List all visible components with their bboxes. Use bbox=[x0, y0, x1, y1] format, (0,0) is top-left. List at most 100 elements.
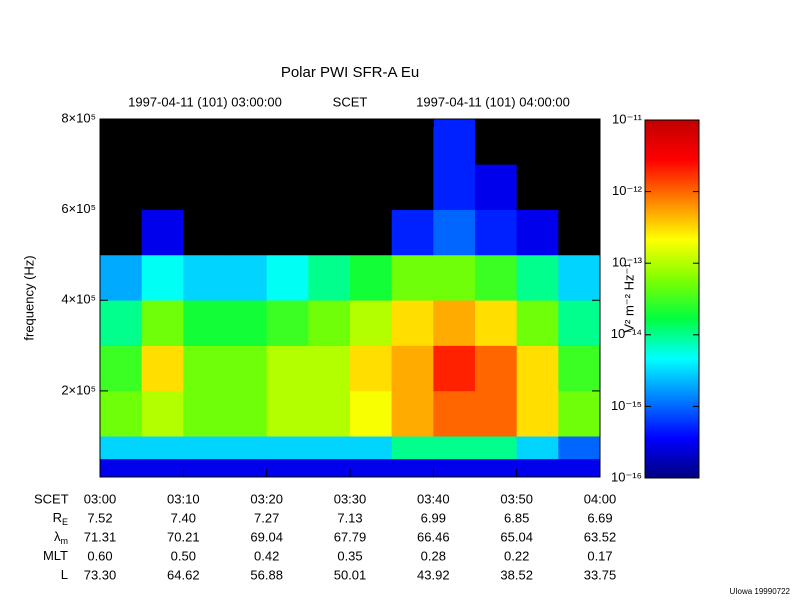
heatmap-cell bbox=[391, 390, 434, 437]
heatmap-cell bbox=[225, 254, 267, 301]
heatmap-cell bbox=[433, 164, 476, 210]
heatmap-cell bbox=[475, 119, 517, 165]
heatmap-cell bbox=[183, 119, 226, 165]
heatmap-cell bbox=[183, 345, 226, 392]
heatmap-cell bbox=[183, 209, 226, 256]
ephemeris-label: λm bbox=[54, 529, 68, 546]
heatmap-cell bbox=[308, 119, 351, 165]
ephemeris-value: 71.31 bbox=[84, 529, 117, 544]
heatmap-cell bbox=[266, 390, 309, 437]
heatmap-cell bbox=[475, 436, 517, 460]
heatmap-cell bbox=[516, 164, 559, 210]
heatmap-cell bbox=[183, 458, 226, 478]
ephemeris-value: 6.69 bbox=[587, 510, 612, 525]
ephemeris-value: 50.01 bbox=[334, 567, 367, 582]
heatmap-cell bbox=[516, 345, 559, 392]
heatmap-cell bbox=[225, 119, 267, 165]
x-tick-label: 03:20 bbox=[250, 491, 283, 506]
x-tick-label: 03:10 bbox=[167, 491, 200, 506]
heatmap-cell bbox=[308, 300, 351, 346]
heatmap-cell bbox=[350, 458, 392, 478]
ephemeris-name: R bbox=[53, 510, 62, 525]
ephemeris-value: 38.52 bbox=[500, 567, 533, 582]
ephemeris-value: 0.60 bbox=[87, 548, 112, 563]
heatmap-cell bbox=[225, 300, 267, 346]
heatmap-cell bbox=[141, 458, 184, 478]
y-tick-label: 2×10⁵ bbox=[61, 382, 96, 397]
heatmap-cell bbox=[225, 458, 267, 478]
heatmap-cell bbox=[391, 119, 434, 165]
ephemeris-name: λ bbox=[54, 529, 61, 544]
heatmap-cell bbox=[183, 164, 226, 210]
heatmap-cell bbox=[391, 164, 434, 210]
heatmap-cell bbox=[141, 345, 184, 392]
heatmap-cell bbox=[100, 164, 142, 210]
colorbar-tick-label: 10⁻¹² bbox=[612, 183, 643, 198]
credit: UIowa 19990722 bbox=[730, 587, 791, 596]
heatmap-cell bbox=[350, 300, 392, 346]
heatmap-cell bbox=[558, 209, 601, 256]
heatmap-cell bbox=[350, 254, 392, 301]
heatmap-cell bbox=[100, 254, 142, 301]
heatmap-cell bbox=[100, 119, 142, 165]
heatmap-cell bbox=[225, 209, 267, 256]
ephemeris-value: 65.04 bbox=[500, 529, 533, 544]
ephemeris-value: 63.52 bbox=[584, 529, 617, 544]
heatmap-cell bbox=[100, 345, 142, 392]
time-label: SCET bbox=[333, 94, 368, 109]
x-tick-label: 03:50 bbox=[500, 491, 533, 506]
ephemeris-value: 0.50 bbox=[171, 548, 196, 563]
heatmap-cell bbox=[516, 390, 559, 437]
heatmap-cell bbox=[475, 458, 517, 478]
heatmap-cell bbox=[141, 300, 184, 346]
heatmap-cell bbox=[516, 254, 559, 301]
heatmap-cell bbox=[391, 345, 434, 392]
heatmap-cell bbox=[308, 436, 351, 460]
heatmap-cell bbox=[308, 209, 351, 256]
ephemeris-name: L bbox=[61, 567, 68, 582]
heatmap-cell bbox=[350, 390, 392, 437]
ephemeris-value: 73.30 bbox=[84, 567, 117, 582]
heatmap-cell bbox=[308, 164, 351, 210]
ephemeris-value: 0.22 bbox=[504, 548, 529, 563]
heatmap-cell bbox=[475, 345, 517, 392]
heatmap-cell bbox=[100, 458, 142, 478]
ephemeris-label: MLT bbox=[43, 548, 68, 563]
heatmap-cell bbox=[516, 458, 559, 478]
heatmap-cell bbox=[433, 345, 476, 392]
colorbar-tick-label: 10⁻¹⁴ bbox=[611, 326, 642, 341]
heatmap-cell bbox=[391, 300, 434, 346]
heatmap-cell bbox=[141, 119, 184, 165]
heatmap-cell bbox=[558, 300, 601, 346]
x-tick-label: 03:30 bbox=[334, 491, 367, 506]
heatmap-cell bbox=[516, 300, 559, 346]
ephemeris-label: L bbox=[61, 567, 68, 582]
heatmap-cell bbox=[141, 436, 184, 460]
ephemeris-value: 0.28 bbox=[421, 548, 446, 563]
heatmap-cell bbox=[558, 436, 601, 460]
heatmap-cell bbox=[516, 436, 559, 460]
heatmap-cell bbox=[391, 458, 434, 478]
heatmap-cell bbox=[475, 300, 517, 346]
y-tick-label: 8×10⁵ bbox=[61, 110, 96, 125]
ephemeris-sub: m bbox=[61, 536, 69, 546]
ephemeris-value: 70.21 bbox=[167, 529, 200, 544]
ephemeris-value: 6.99 bbox=[421, 510, 446, 525]
heatmap-cell bbox=[433, 254, 476, 301]
heatmap-cell bbox=[266, 254, 309, 301]
y-tick-label: 4×10⁵ bbox=[61, 292, 96, 307]
ephemeris-value: 64.62 bbox=[167, 567, 200, 582]
ephemeris-value: 56.88 bbox=[250, 567, 283, 582]
ephemeris-value: 6.85 bbox=[504, 510, 529, 525]
heatmap-cell bbox=[433, 300, 476, 346]
ephemeris-value: 69.04 bbox=[250, 529, 283, 544]
x-tick-label: 03:40 bbox=[417, 491, 450, 506]
heatmap-cell bbox=[558, 345, 601, 392]
heatmap-cell bbox=[433, 458, 476, 478]
ephemeris-value: 0.17 bbox=[587, 548, 612, 563]
heatmap-cell bbox=[141, 254, 184, 301]
y-axis-label: frequency (Hz) bbox=[21, 255, 36, 340]
ephemeris-value: 0.42 bbox=[254, 548, 279, 563]
heatmap-cell bbox=[266, 164, 309, 210]
heatmap-cell bbox=[350, 345, 392, 392]
